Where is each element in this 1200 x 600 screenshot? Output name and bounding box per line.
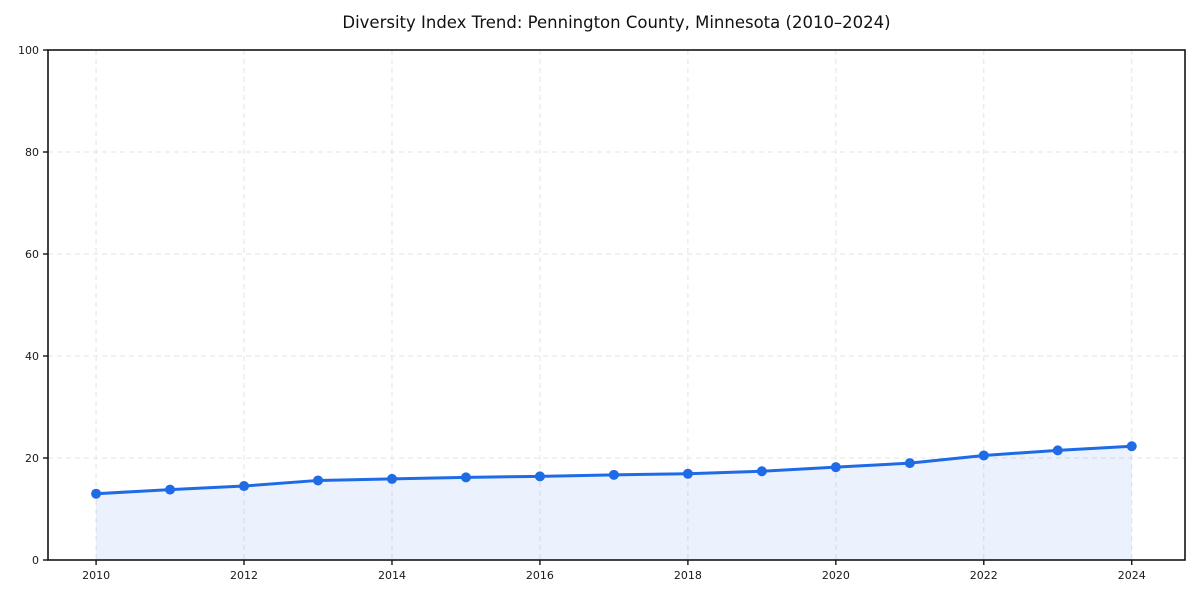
y-tick-label: 80 (25, 146, 39, 159)
y-tick-label: 100 (18, 44, 39, 57)
data-point-marker (1126, 441, 1137, 452)
x-tick-label: 2018 (674, 569, 702, 582)
chart-title: Diversity Index Trend: Pennington County… (342, 13, 891, 32)
data-point-marker (608, 469, 619, 480)
data-point-marker (904, 458, 915, 469)
data-point-marker (1052, 445, 1063, 456)
x-tick-label: 2014 (378, 569, 406, 582)
series-area-fill (96, 446, 1132, 560)
x-tick-label: 2022 (970, 569, 998, 582)
data-point-marker (682, 468, 693, 479)
x-tick-label: 2020 (822, 569, 850, 582)
data-point-marker (239, 481, 250, 492)
x-tick-label: 2010 (82, 569, 110, 582)
data-point-marker (91, 488, 102, 499)
x-tick-label: 2012 (230, 569, 258, 582)
y-tick-label: 20 (25, 452, 39, 465)
data-point-marker (830, 462, 841, 473)
data-point-marker (313, 475, 324, 486)
y-tick-label: 0 (32, 554, 39, 567)
y-tick-label: 40 (25, 350, 39, 363)
x-tick-label: 2024 (1118, 569, 1146, 582)
plot-border (47, 49, 1186, 561)
data-point-marker (534, 471, 545, 482)
data-point-marker (165, 484, 176, 495)
data-point-marker (756, 466, 767, 477)
data-point-marker (386, 473, 397, 484)
data-point-marker (978, 450, 989, 461)
x-tick-label: 2016 (526, 569, 554, 582)
y-tick-label: 60 (25, 248, 39, 261)
data-point-marker (460, 472, 471, 483)
